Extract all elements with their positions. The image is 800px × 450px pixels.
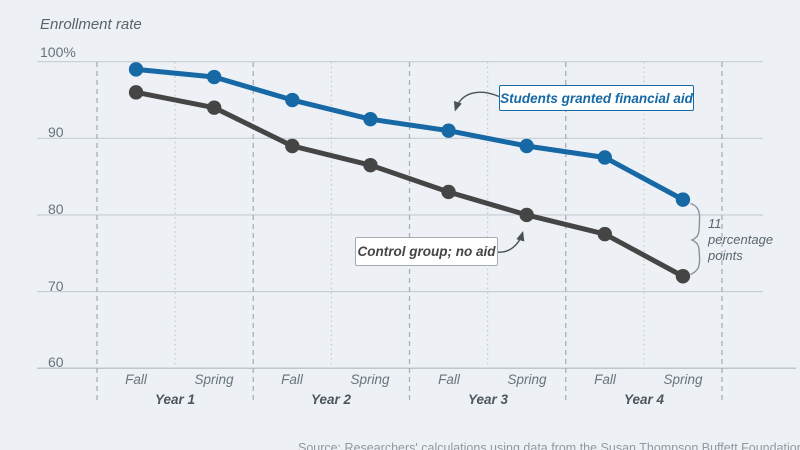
horizontal-gridlines bbox=[37, 61, 796, 369]
x-tick-spring-y2: Spring bbox=[350, 372, 390, 387]
x-tick-spring-y3: Spring bbox=[507, 372, 547, 387]
control-series-callout: Control group; no aid bbox=[355, 237, 498, 266]
y-tick-90: 90 bbox=[48, 124, 64, 140]
y-tick-70: 70 bbox=[48, 278, 64, 294]
vertical-separator-lines bbox=[96, 62, 723, 403]
x-tick-fall-y1: Fall bbox=[125, 372, 147, 387]
year-4-label: Year 4 bbox=[623, 392, 665, 407]
gap-annotation: 11 percentage points bbox=[708, 216, 774, 263]
y-axis-title: Enrollment rate bbox=[40, 16, 142, 33]
gap-brace bbox=[690, 202, 701, 276]
x-tick-spring-y4: Spring bbox=[663, 372, 703, 387]
control-series-callout-text: Control group; no aid bbox=[357, 244, 496, 259]
aid-series-callout-text: Students granted financial aid bbox=[500, 90, 693, 106]
x-tick-fall-y3: Fall bbox=[438, 372, 460, 387]
y-tick-100: 100% bbox=[40, 44, 76, 60]
x-tick-fall-y2: Fall bbox=[281, 372, 303, 387]
year-3-label: Year 3 bbox=[467, 392, 509, 407]
data-series-lines bbox=[128, 62, 691, 284]
aid-series-callout: Students granted financial aid bbox=[499, 85, 694, 111]
source-note: Source: Researchers' calculations using … bbox=[298, 441, 800, 450]
year-2-label: Year 2 bbox=[310, 392, 352, 407]
y-tick-60: 60 bbox=[48, 354, 64, 370]
arrow-to-aid-line bbox=[453, 91, 500, 112]
x-tick-spring-y1: Spring bbox=[194, 372, 234, 387]
y-tick-80: 80 bbox=[48, 201, 64, 217]
arrow-to-control-line bbox=[496, 230, 525, 253]
year-1-label: Year 1 bbox=[154, 392, 196, 407]
x-tick-fall-y4: Fall bbox=[594, 372, 616, 387]
